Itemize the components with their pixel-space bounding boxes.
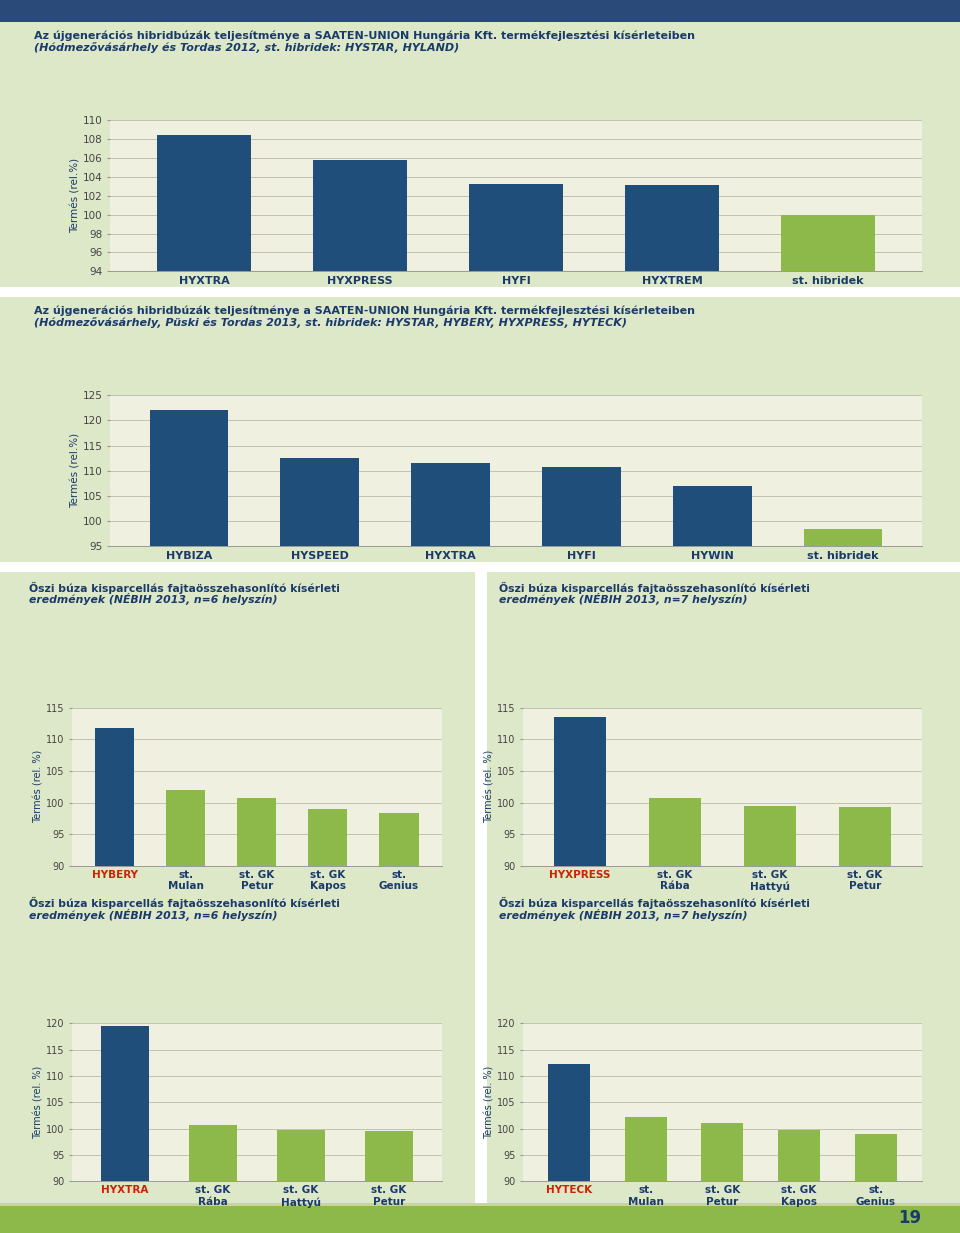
- Text: (Hódmezővásárhely, Püski és Tordas 2013, st. hibridek: HYSTAR, HYBERY, HYXPRESS,: (Hódmezővásárhely, Püski és Tordas 2013,…: [34, 317, 627, 328]
- Bar: [313, 160, 407, 271]
- Bar: [554, 718, 606, 866]
- Bar: [854, 1134, 897, 1181]
- Text: Az újgenerációs hibridbúzák teljesítménye a SAATEN-UNION Hungária Kft. termékfej: Az újgenerációs hibridbúzák teljesítmény…: [34, 30, 695, 41]
- Bar: [188, 1124, 237, 1181]
- Text: Őszi búza kisparcellás fajtaösszehasonlító kísérleti: Őszi búza kisparcellás fajtaösszehasonlí…: [29, 898, 340, 909]
- Bar: [804, 529, 882, 546]
- Y-axis label: Termés (rel.%): Termés (rel.%): [70, 158, 81, 233]
- Bar: [411, 464, 490, 546]
- Bar: [781, 215, 875, 271]
- Bar: [542, 467, 621, 546]
- Text: 19: 19: [899, 1208, 922, 1227]
- Text: Őszi búza kisparcellás fajtaösszehasonlító kísérleti: Őszi búza kisparcellás fajtaösszehasonlí…: [499, 898, 810, 909]
- Bar: [280, 459, 359, 546]
- Bar: [276, 1129, 325, 1181]
- Bar: [101, 1026, 149, 1181]
- Text: Az újgenerációs hibridbúzák teljesítménye a SAATEN-UNION Hungária Kft. termékfej: Az újgenerációs hibridbúzák teljesítmény…: [34, 305, 695, 316]
- Text: (Hódmezővásárhely és Tordas 2012, st. hibridek: HYSTAR, HYLAND): (Hódmezővásárhely és Tordas 2012, st. hi…: [34, 42, 459, 53]
- Bar: [673, 486, 752, 546]
- Bar: [365, 1132, 413, 1181]
- Bar: [649, 798, 701, 866]
- Text: Őszi búza kisparcellás fajtaösszehasonlító kísérleti: Őszi búza kisparcellás fajtaösszehasonlí…: [29, 582, 340, 593]
- Text: eredmények (NÉBIH 2013, n=7 helyszín): eredmények (NÉBIH 2013, n=7 helyszín): [499, 593, 748, 605]
- Text: eredmények (NÉBIH 2013, n=7 helyszín): eredmények (NÉBIH 2013, n=7 helyszín): [499, 909, 748, 921]
- Y-axis label: Termés (rel. %): Termés (rel. %): [484, 750, 494, 824]
- Bar: [157, 136, 251, 271]
- Bar: [839, 806, 891, 866]
- Bar: [778, 1129, 820, 1181]
- Bar: [150, 411, 228, 546]
- Y-axis label: Termés (rel. %): Termés (rel. %): [484, 1065, 494, 1139]
- Bar: [308, 809, 348, 866]
- Bar: [625, 185, 719, 271]
- Bar: [469, 185, 563, 271]
- Y-axis label: Termés (rel. %): Termés (rel. %): [33, 1065, 43, 1139]
- Bar: [237, 798, 276, 866]
- Text: Őszi búza kisparcellás fajtaösszehasonlító kísérleti: Őszi búza kisparcellás fajtaösszehasonlí…: [499, 582, 810, 593]
- Bar: [548, 1064, 590, 1181]
- Bar: [166, 790, 205, 866]
- Y-axis label: Termés (rel.%): Termés (rel.%): [70, 433, 80, 508]
- Bar: [744, 805, 796, 866]
- Bar: [379, 814, 419, 866]
- Bar: [625, 1117, 667, 1181]
- Bar: [95, 727, 134, 866]
- Bar: [702, 1123, 743, 1181]
- Y-axis label: Termés (rel. %): Termés (rel. %): [33, 750, 43, 824]
- Text: eredmények (NÉBIH 2013, n=6 helyszín): eredmények (NÉBIH 2013, n=6 helyszín): [29, 909, 277, 921]
- Text: eredmények (NÉBIH 2013, n=6 helyszín): eredmények (NÉBIH 2013, n=6 helyszín): [29, 593, 277, 605]
